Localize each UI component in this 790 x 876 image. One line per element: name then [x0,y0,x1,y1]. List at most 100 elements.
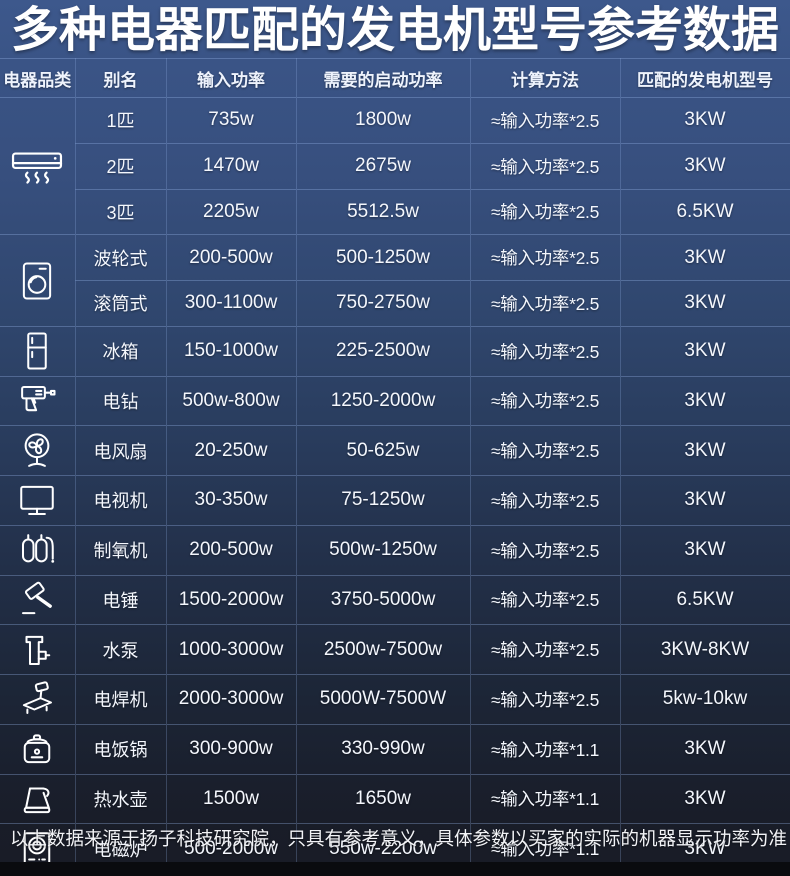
induction-cooker-icon [23,831,51,866]
model-cell: 3KW [620,524,790,575]
rice-cooker-icon [23,734,51,764]
input-cell: 300-1100w [166,280,297,327]
alias-cell: 波轮式 [75,234,167,281]
fridge-icon [27,332,48,370]
method-cell: ≈输入功率*2.5 [470,524,621,575]
model-cell: 6.5KW [620,574,790,625]
start-cell: 5000W-7500W [296,674,471,725]
water-pump-icon [25,635,51,665]
input-cell: 200-500w [166,234,297,281]
method-cell: ≈输入功率*2.5 [470,425,621,476]
table-row: 3匹 2205w 5512.5w ≈输入功率*2.5 6.5KW [0,188,790,235]
air-conditioner-icon [12,152,63,184]
alias-cell: 电锤 [75,574,167,625]
appliance-icon-cell [0,96,76,235]
start-cell: 1250-2000w [296,375,471,426]
method-cell: ≈输入功率*2.5 [470,624,621,675]
appliance-generator-table: 电器品类 别名 输入功率 需要的启动功率 计算方法 匹配的发电机型号 1匹 735… [0,58,790,873]
appliance-icon-cell [0,425,76,476]
washing-machine-icon [23,261,52,300]
model-cell: 5kw-10kw [620,674,790,725]
table-row: 电风扇 20-250w 50-625w ≈输入功率*2.5 3KW [0,425,790,476]
header-generator-model: 匹配的发电机型号 [620,58,790,98]
input-cell: 30-350w [166,475,297,526]
appliance-icon-cell [0,234,76,327]
start-cell: 225-2500w [296,325,471,376]
method-cell: ≈输入功率*1.1 [470,773,621,824]
start-cell: 2500w-7500w [296,624,471,675]
method-cell: ≈输入功率*2.5 [470,97,621,144]
alias-cell: 热水壶 [75,773,167,824]
alias-cell: 冰箱 [75,325,167,376]
model-cell: 3KW [620,280,790,327]
appliance-icon-cell [0,773,76,824]
start-cell: 3750-5000w [296,574,471,625]
model-cell: 3KW [620,773,790,824]
page-title: 多种电器匹配的发电机型号参考数据 [10,4,779,57]
bottom-strip [0,862,790,876]
table-row: 制氧机 200-500w 500w-1250w ≈输入功率*2.5 3KW [0,524,790,575]
model-cell: 6.5KW [620,188,790,235]
start-cell: 1800w [296,97,471,144]
alias-cell: 制氧机 [75,524,167,575]
input-cell: 150-1000w [166,325,297,376]
header-starting-power: 需要的启动功率 [296,58,471,98]
input-cell: 500w-800w [166,375,297,426]
electric-hammer-icon [22,581,53,615]
method-cell: ≈输入功率*2.5 [470,375,621,426]
table-row: 波轮式 200-500w 500-1250w ≈输入功率*2.5 3KW [0,234,790,327]
table-row: 滚筒式 300-1100w 750-2750w ≈输入功率*2.5 3KW [0,280,790,327]
model-cell: 3KW [620,325,790,376]
alias-cell: 电钻 [75,375,167,426]
input-cell: 2000-3000w [166,674,297,725]
table-row: 电饭锅 300-900w 330-990w ≈输入功率*1.1 3KW [0,723,790,774]
header-alias: 别名 [75,58,167,98]
start-cell: 5512.5w [296,188,471,235]
fan-icon [24,432,50,467]
appliance-icon-cell [0,574,76,625]
input-cell: 1500w [166,773,297,824]
alias-cell: 2匹 [75,142,167,189]
model-cell: 3KW [620,475,790,526]
model-cell: 3KW [620,425,790,476]
appliance-icon-cell [0,475,76,526]
table-row: 1匹 735w 1800w ≈输入功率*2.5 3KW [0,96,790,235]
kettle-icon [23,787,51,814]
table-row: 冰箱 150-1000w 225-2500w ≈输入功率*2.5 3KW [0,325,790,376]
footer-note: 以上数据来源于扬子科技研究院，只具有参考意义，具体参数以买家的实际的机器显示功率… [10,827,788,849]
welder-icon [23,681,53,715]
start-cell: 500w-1250w [296,524,471,575]
table-row: 水泵 1000-3000w 2500w-7500w ≈输入功率*2.5 3KW-8KW [0,624,790,675]
appliance-icon-cell [0,524,76,575]
method-cell: ≈输入功率*1.1 [470,723,621,774]
model-cell: 3KW [620,142,790,189]
start-cell: 330-990w [296,723,471,774]
header-input-power: 输入功率 [166,58,297,98]
start-cell: 500-1250w [296,234,471,281]
alias-cell: 水泵 [75,624,167,675]
start-cell: 2675w [296,142,471,189]
method-cell: ≈输入功率*2.5 [470,325,621,376]
model-cell: 3KW-8KW [620,624,790,675]
start-cell: 750-2750w [296,280,471,327]
alias-cell: 电焊机 [75,674,167,725]
alias-cell: 3匹 [75,188,167,235]
alias-cell: 电视机 [75,475,167,526]
input-cell: 200-500w [166,524,297,575]
input-cell: 20-250w [166,425,297,476]
input-cell: 2205w [166,188,297,235]
appliance-icon-cell [0,624,76,675]
model-cell: 3KW [620,97,790,144]
model-cell: 3KW [620,234,790,281]
alias-cell: 电风扇 [75,425,167,476]
model-cell: 3KW [620,723,790,774]
input-cell: 735w [166,97,297,144]
appliance-icon-cell [0,674,76,725]
header-calc-method: 计算方法 [470,58,621,98]
table-header-row: 电器品类 别名 输入功率 需要的启动功率 计算方法 匹配的发电机型号 [0,58,790,98]
table-row: 电焊机 2000-3000w 5000W-7500W ≈输入功率*2.5 5kw-10k… [0,674,790,725]
method-cell: ≈输入功率*2.5 [470,674,621,725]
header-appliance-category: 电器品类 [0,58,76,98]
method-cell: ≈输入功率*2.5 [470,188,621,235]
